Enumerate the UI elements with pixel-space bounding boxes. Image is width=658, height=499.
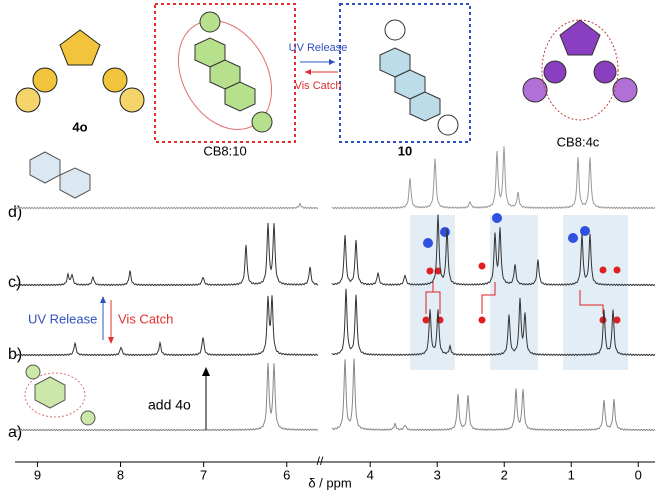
arrow-head (202, 367, 210, 376)
molecule-10 (379, 19, 459, 136)
spectrum-trace (14, 146, 656, 210)
annotation: Vis Catch (118, 311, 173, 326)
inset-molecules (24, 151, 96, 426)
trace-label: d) (8, 204, 22, 221)
arrow-label: Vis Catch (295, 80, 342, 92)
molecule-4o (15, 29, 145, 113)
x-tick-label: 2 (501, 467, 508, 482)
x-tick-label: 1 (568, 467, 575, 482)
annotation: add 4o (148, 397, 191, 413)
structure-label: CB8:4c (557, 134, 600, 149)
markers (422, 213, 621, 324)
spectrum-trace (14, 214, 656, 287)
arrow-label: UV Release (289, 42, 348, 54)
box-10 (339, 3, 471, 143)
molecule-cb8-10 (177, 11, 273, 133)
structure-label: CB8:10 (203, 143, 246, 158)
shading (410, 215, 628, 370)
arrow-head (329, 59, 335, 65)
x-tick-label: 7 (200, 467, 207, 482)
x-axis-label: δ / ppm (308, 475, 351, 490)
box-cb8-10 (154, 3, 296, 143)
arrow-head (305, 69, 311, 75)
axis-break: // (317, 454, 324, 468)
structure-label: 10 (398, 143, 412, 158)
arrow-head (108, 337, 114, 344)
trace-label: a) (8, 424, 22, 441)
molecule-cb8-4c (522, 19, 638, 121)
annotation: UV Release (28, 311, 97, 326)
arrow-head (100, 296, 106, 303)
spectra (14, 146, 656, 432)
x-tick-label: 0 (635, 467, 642, 482)
spectrum-trace (14, 358, 656, 432)
x-tick-label: 3 (434, 467, 441, 482)
spectrum-trace (14, 288, 656, 357)
x-tick-label: 8 (117, 467, 124, 482)
x-tick-label: 4 (367, 467, 374, 482)
x-tick-label: 6 (283, 467, 290, 482)
x-tick-label: 9 (34, 467, 41, 482)
structure-label: 4o (72, 119, 87, 134)
trace-label: c) (8, 274, 21, 291)
